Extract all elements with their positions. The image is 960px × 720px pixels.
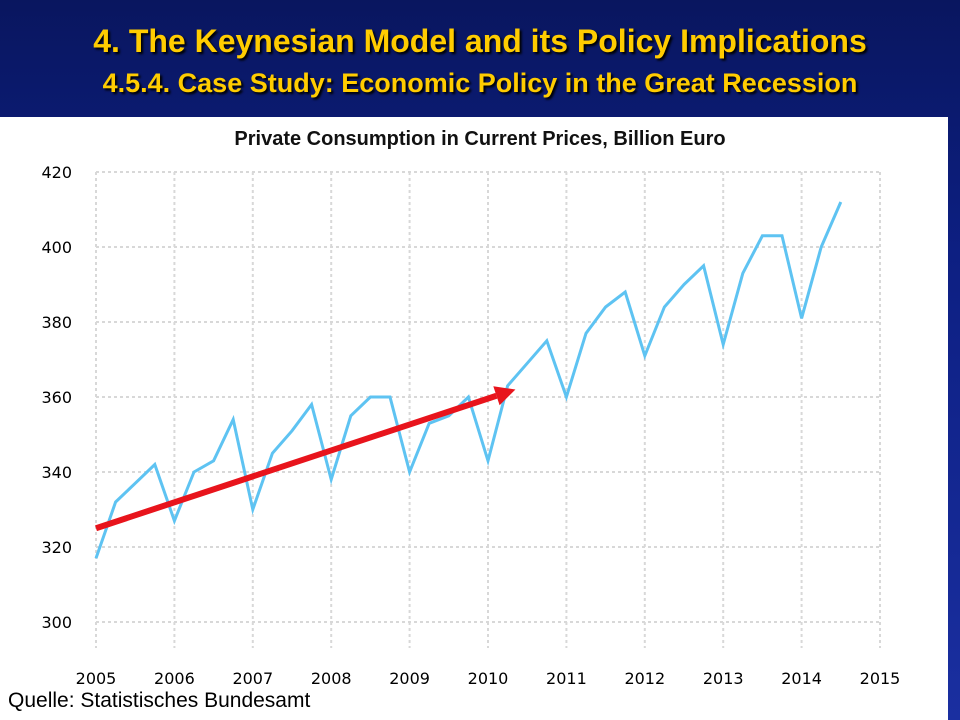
grid-layer [95,171,881,648]
y-tick-label: 360 [41,388,72,407]
trend-arrow-shaft [95,392,498,532]
x-tick-label: 2008 [311,669,352,688]
x-tick-label: 2012 [624,669,665,688]
source-note: Quelle: Statistisches Bundesamt [8,689,311,712]
x-tick-label: 2006 [154,669,195,688]
series-layer [94,201,843,559]
x-tick-label: 2009 [389,669,430,688]
slide-subtitle: 4.5.4. Case Study: Economic Policy in th… [102,68,858,98]
y-tick-label: 400 [41,238,72,257]
x-tick-label: 2011 [546,669,587,688]
chart-title: Private Consumption in Current Prices, B… [234,128,726,150]
x-tick-label: 2007 [232,669,273,688]
trend-arrow-head [493,386,516,406]
y-tick-label: 420 [41,163,72,182]
y-tick-label: 380 [41,313,72,332]
x-tick-label: 2010 [468,669,509,688]
annotation-layer [95,386,516,532]
slide-title: 4. The Keynesian Model and its Policy Im… [93,23,867,59]
x-tick-label: 2013 [703,669,744,688]
x-tick-label: 2014 [781,669,822,688]
series-line [94,201,843,559]
x-tick-label: 2015 [860,669,901,688]
x-tick-label: 2005 [76,669,117,688]
y-tick-label: 340 [41,463,72,482]
tick-layer: 300 320 340 360 380 400 420 2005 2006 2007 2008 200… [41,163,900,688]
y-tick-label: 300 [41,613,72,632]
y-tick-label: 320 [41,538,72,557]
